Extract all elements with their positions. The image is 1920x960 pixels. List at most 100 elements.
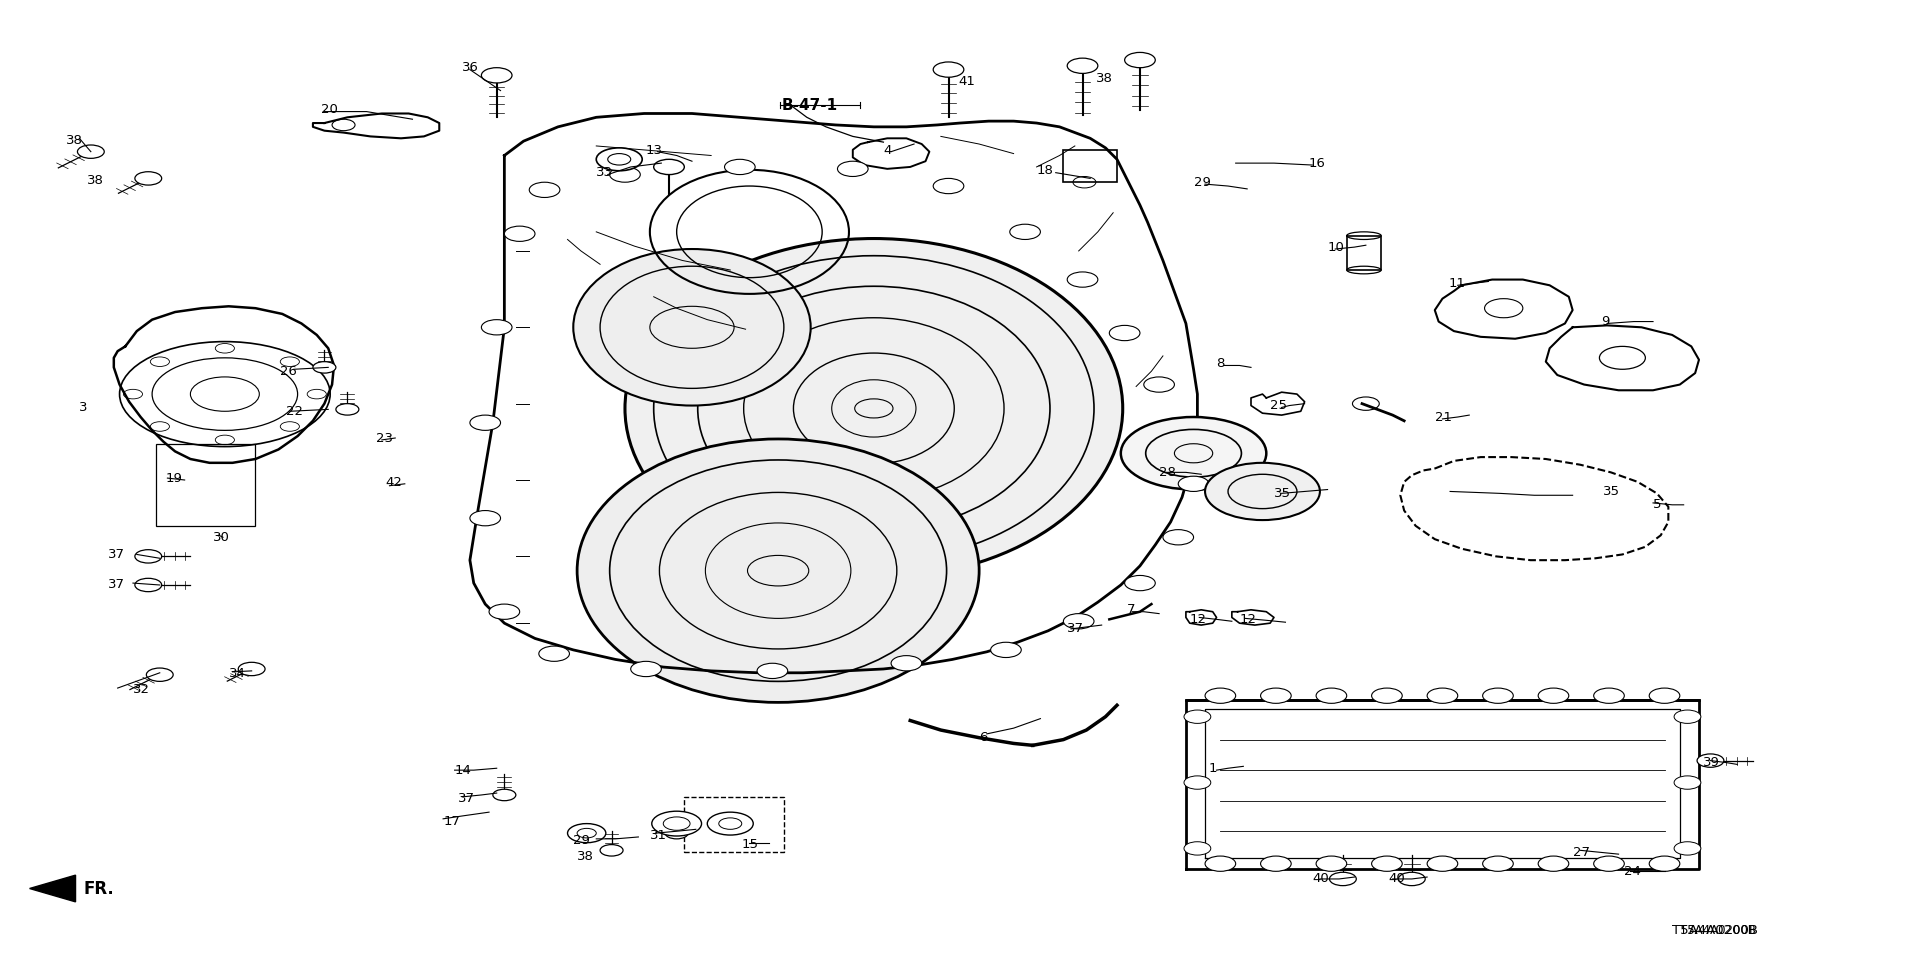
Circle shape bbox=[470, 415, 501, 430]
Text: 32: 32 bbox=[132, 684, 150, 696]
Circle shape bbox=[1164, 530, 1194, 545]
Circle shape bbox=[336, 403, 359, 415]
Text: 41: 41 bbox=[958, 75, 975, 87]
Text: 39: 39 bbox=[1703, 756, 1720, 769]
Text: 12: 12 bbox=[1190, 612, 1208, 626]
Text: T5A4A0200B: T5A4A0200B bbox=[1680, 924, 1755, 937]
Circle shape bbox=[597, 148, 641, 171]
Circle shape bbox=[482, 67, 513, 83]
Text: 16: 16 bbox=[1308, 156, 1325, 170]
Text: 31: 31 bbox=[649, 828, 666, 842]
Circle shape bbox=[490, 604, 520, 619]
Circle shape bbox=[1206, 856, 1236, 872]
Text: 38: 38 bbox=[578, 850, 593, 862]
Text: 30: 30 bbox=[213, 531, 230, 543]
Circle shape bbox=[1261, 856, 1290, 872]
Text: 34: 34 bbox=[228, 667, 246, 681]
Text: 24: 24 bbox=[1624, 865, 1642, 877]
Text: 20: 20 bbox=[321, 103, 338, 116]
Text: 26: 26 bbox=[280, 365, 298, 377]
Circle shape bbox=[756, 663, 787, 679]
Text: 3: 3 bbox=[79, 401, 88, 414]
Text: 9: 9 bbox=[1601, 315, 1609, 328]
Circle shape bbox=[651, 811, 701, 836]
Circle shape bbox=[707, 812, 753, 835]
Circle shape bbox=[1674, 710, 1701, 724]
Text: 5: 5 bbox=[1653, 498, 1661, 512]
Circle shape bbox=[933, 179, 964, 194]
Circle shape bbox=[1315, 688, 1346, 704]
Circle shape bbox=[933, 62, 964, 77]
Circle shape bbox=[724, 159, 755, 175]
Polygon shape bbox=[313, 113, 440, 138]
Text: 1: 1 bbox=[1210, 761, 1217, 775]
Ellipse shape bbox=[574, 249, 810, 405]
Bar bbox=[684, 797, 783, 852]
Bar bbox=[156, 444, 255, 526]
Circle shape bbox=[1649, 856, 1680, 872]
Circle shape bbox=[653, 159, 684, 175]
Circle shape bbox=[1206, 688, 1236, 704]
Circle shape bbox=[1144, 377, 1175, 393]
Text: 37: 37 bbox=[108, 548, 125, 561]
Polygon shape bbox=[852, 138, 929, 169]
Text: 22: 22 bbox=[286, 405, 303, 418]
Circle shape bbox=[1371, 856, 1402, 872]
Text: 25: 25 bbox=[1271, 399, 1286, 412]
Text: 42: 42 bbox=[386, 476, 403, 490]
Text: 21: 21 bbox=[1434, 411, 1452, 423]
Text: 19: 19 bbox=[165, 471, 182, 485]
Polygon shape bbox=[1546, 325, 1699, 391]
Ellipse shape bbox=[578, 439, 979, 703]
Circle shape bbox=[837, 161, 868, 177]
Text: 7: 7 bbox=[1127, 603, 1135, 616]
Polygon shape bbox=[1233, 610, 1275, 625]
Polygon shape bbox=[470, 113, 1198, 673]
Text: 37: 37 bbox=[108, 579, 125, 591]
Circle shape bbox=[1538, 856, 1569, 872]
Circle shape bbox=[134, 172, 161, 185]
Circle shape bbox=[1398, 873, 1425, 886]
Circle shape bbox=[1121, 417, 1267, 490]
Circle shape bbox=[891, 656, 922, 671]
Circle shape bbox=[1371, 688, 1402, 704]
Text: 38: 38 bbox=[1096, 72, 1114, 84]
Circle shape bbox=[1329, 873, 1356, 886]
Circle shape bbox=[1427, 688, 1457, 704]
Circle shape bbox=[540, 646, 570, 661]
Text: 40: 40 bbox=[1388, 873, 1405, 885]
Circle shape bbox=[313, 362, 336, 373]
Circle shape bbox=[1125, 575, 1156, 590]
Text: 35: 35 bbox=[1603, 485, 1620, 498]
Circle shape bbox=[601, 845, 624, 856]
Circle shape bbox=[505, 227, 536, 241]
Circle shape bbox=[1697, 754, 1724, 767]
Circle shape bbox=[664, 828, 687, 839]
Text: 11: 11 bbox=[1448, 276, 1465, 290]
Polygon shape bbox=[1434, 279, 1572, 339]
Circle shape bbox=[1185, 710, 1212, 724]
Circle shape bbox=[1179, 476, 1210, 492]
Text: 14: 14 bbox=[455, 763, 472, 777]
Text: 38: 38 bbox=[65, 133, 83, 147]
Circle shape bbox=[1068, 272, 1098, 287]
Circle shape bbox=[482, 320, 513, 335]
Text: 37: 37 bbox=[1068, 622, 1085, 636]
Circle shape bbox=[77, 145, 104, 158]
Circle shape bbox=[1649, 688, 1680, 704]
Text: T5A4A0200B: T5A4A0200B bbox=[1672, 924, 1759, 937]
Text: 13: 13 bbox=[645, 144, 662, 157]
Circle shape bbox=[1064, 613, 1094, 629]
Circle shape bbox=[1674, 776, 1701, 789]
Text: FR.: FR. bbox=[83, 879, 113, 898]
Text: 10: 10 bbox=[1327, 241, 1344, 253]
Text: 36: 36 bbox=[463, 61, 480, 74]
Circle shape bbox=[991, 642, 1021, 658]
Polygon shape bbox=[1187, 700, 1699, 870]
Polygon shape bbox=[113, 306, 334, 463]
Circle shape bbox=[1315, 856, 1346, 872]
Circle shape bbox=[1594, 856, 1624, 872]
Text: 18: 18 bbox=[1037, 164, 1054, 178]
Text: B-47-1: B-47-1 bbox=[781, 98, 839, 113]
Circle shape bbox=[1010, 225, 1041, 239]
